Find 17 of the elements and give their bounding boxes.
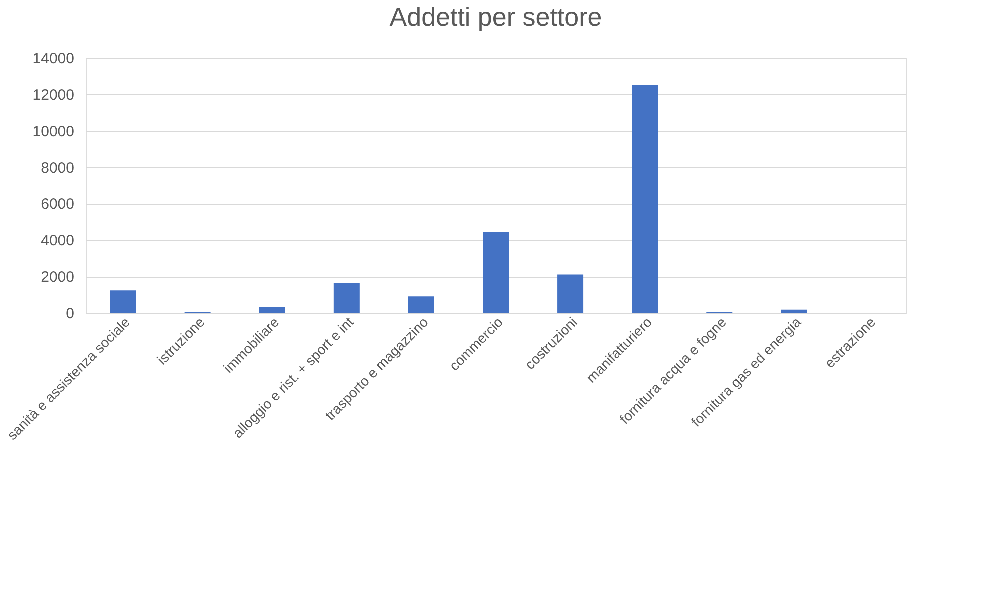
bar	[632, 85, 658, 313]
bar	[558, 274, 584, 313]
y-tick-label: 10000	[32, 123, 74, 140]
y-tick-label: 12000	[32, 86, 74, 104]
y-tick-label: 6000	[41, 196, 74, 214]
y-tick-label: 0	[66, 306, 74, 322]
bar	[334, 283, 360, 313]
bar	[110, 290, 136, 313]
y-tick-label: 2000	[41, 269, 74, 286]
y-tick-label: 14000	[32, 50, 74, 68]
bar	[781, 310, 808, 313]
bar	[483, 232, 509, 313]
y-tick-label: 8000	[41, 160, 74, 177]
bar	[259, 306, 286, 313]
bar	[408, 296, 434, 313]
chart-title: Addetti per settore	[390, 2, 602, 32]
y-tick-label: 4000	[41, 232, 74, 250]
